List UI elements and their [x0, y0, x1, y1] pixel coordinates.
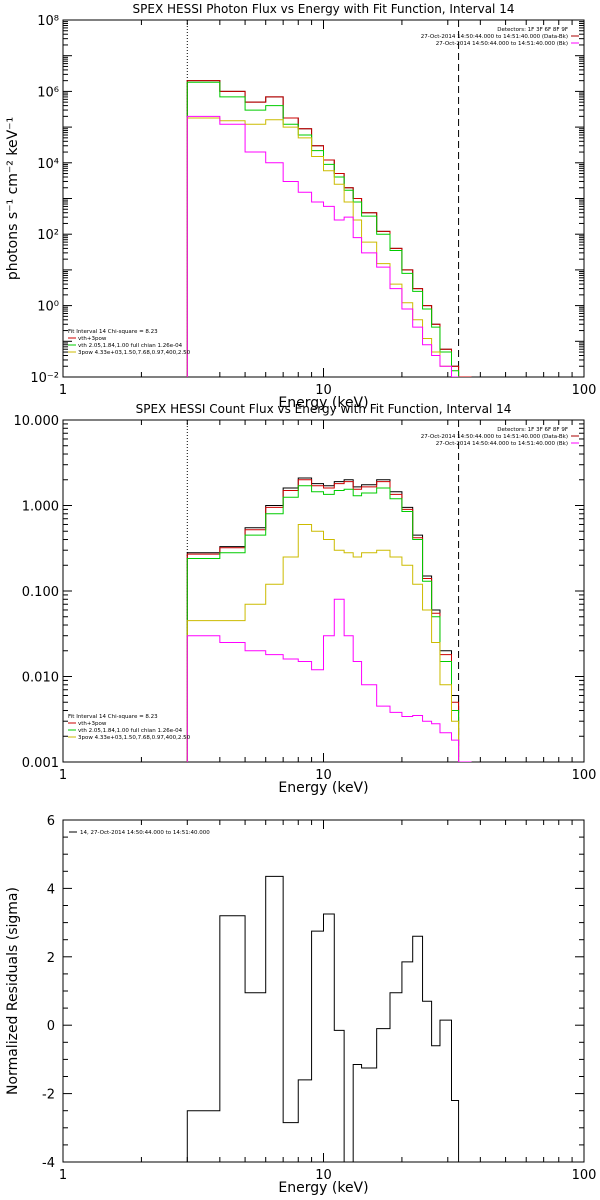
p3-y-tick-label: -4	[42, 1156, 55, 1171]
p1-y-tick-label: 10⁴	[37, 157, 59, 172]
p3-series-0-line	[186, 875, 460, 1162]
p2-y-tick-label: 0.001	[22, 756, 59, 771]
p1-series-3-line	[186, 117, 473, 377]
p1-y-axis-label: photons s⁻¹ cm⁻² keV⁻¹	[5, 117, 21, 280]
p2-chart-title: SPEX HESSI Count Flux vs Energy with Fit…	[136, 402, 512, 416]
p2-legend-right-item-0: Detectors: 1F 3F 6F 8F 9F	[497, 427, 568, 433]
p2-legend-left-item-1: vth+3pow	[78, 721, 107, 727]
p2-x-axis-label: Energy (keV)	[278, 780, 368, 796]
p2-x-tick-label: 1	[59, 768, 67, 783]
p1-x-tick-label: 10	[315, 383, 332, 398]
p2-legend-left-item-0: Fit Interval 14 Chi-square = 8.23	[68, 714, 158, 720]
p1-legend-left-item-3: 3pow 4.33e+03,1.50,7.68,0.97,400,2.50	[78, 350, 191, 356]
p1-chart-title: SPEX HESSI Photon Flux vs Energy with Fi…	[133, 2, 515, 16]
p1-y-tick-label: 10⁶	[37, 85, 59, 100]
p1-legend-right-item-1: 27-Oct-2014 14:50:44.000 to 14:51:40.000…	[421, 34, 568, 40]
p3-x-tick-label: 100	[572, 1168, 597, 1183]
p1-legend-right-item-0: Detectors: 1F 3F 6F 8F 9F	[497, 27, 568, 33]
p2-plot-frame	[62, 419, 585, 763]
p1-series-0-line	[186, 80, 472, 377]
p3-x-tick-label: 10	[315, 1168, 332, 1183]
p2-y-tick-label: 0.010	[22, 671, 59, 686]
p1-y-tick-label: 10²	[37, 228, 59, 243]
p1-series-4-line	[186, 115, 473, 377]
p2-legend-right-item-2: 27-Oct-2014 14:50:44.000 to 14:51:40.000…	[436, 441, 568, 447]
p2-series-2-line	[186, 485, 472, 762]
p2-x-tick-label: 10	[315, 768, 332, 783]
p3-x-tick-label: 1	[59, 1168, 67, 1183]
p3-y-tick-label: 4	[47, 882, 55, 897]
p1-x-axis-label: Energy (keV)	[278, 395, 368, 411]
p2-y-tick-label: 1.000	[22, 500, 59, 515]
p3-y-tick-label: -2	[42, 1088, 55, 1103]
p1-legend-left-item-2: vth 2.05,1.84,1.00 full chian 1.26e-04	[78, 343, 183, 349]
p1-legend-right-item-2: 27-Oct-2014 14:50:44.000 to 14:51:40.000…	[436, 41, 568, 47]
p1-series-1-line	[186, 80, 472, 377]
p1-legend-left-item-1: vth+3pow	[78, 336, 107, 342]
p1-x-tick-label: 1	[59, 383, 67, 398]
p2-legend-left-item-2: vth 2.05,1.84,1.00 full chian 1.26e-04	[78, 728, 183, 734]
p1-y-tick-label: 10⁰	[37, 300, 59, 315]
p3-y-tick-label: 6	[47, 814, 55, 829]
p2-series-3-line	[186, 523, 472, 762]
p1-legend-left-item-0: Fit Interval 14 Chi-square = 8.23	[68, 329, 158, 335]
p1-y-tick-label: 10⁸	[37, 14, 59, 29]
p2-y-tick-label: 0.100	[22, 585, 59, 600]
p2-legend-right-item-1: 27-Oct-2014 14:50:44.000 to 14:51:40.000…	[421, 434, 568, 440]
p3-y-tick-label: 0	[47, 1019, 55, 1034]
p2-legend-left-item-3: 3pow 4.33e+03,1.50,7.68,0.97,400,2.50	[78, 735, 191, 741]
p3-y-tick-label: 2	[47, 951, 55, 966]
p2-x-tick-label: 100	[572, 768, 597, 783]
p3-y-axis-label: Normalized Residuals (sigma)	[5, 887, 21, 1095]
p2-series-4-line	[186, 598, 472, 762]
p3-plot-frame	[62, 819, 585, 1163]
p1-y-tick-label: 10⁻²	[30, 371, 59, 386]
p2-series-0-line	[186, 477, 472, 762]
p2-y-tick-label: 10.000	[14, 414, 60, 429]
p3-legend-item: 14, 27-Oct-2014 14:50:44.000 to 14:51:40…	[80, 830, 210, 836]
p3-x-axis-label: Energy (keV)	[278, 1180, 368, 1196]
p1-x-tick-label: 100	[572, 383, 597, 398]
p1-series-2-line	[186, 81, 473, 377]
p1-plot-frame	[62, 19, 585, 378]
